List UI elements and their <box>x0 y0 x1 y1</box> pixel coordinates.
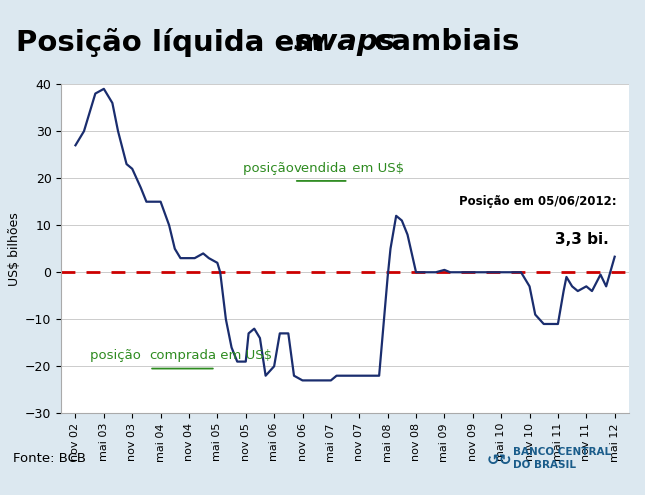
Text: em US$: em US$ <box>215 349 272 362</box>
Text: Fonte: BCB: Fonte: BCB <box>13 452 86 465</box>
Text: 3,3 bi.: 3,3 bi. <box>555 232 609 247</box>
Text: swaps: swaps <box>293 28 395 56</box>
Text: vendida: vendida <box>294 162 348 175</box>
Text: Posição em 05/06/2012:: Posição em 05/06/2012: <box>459 195 616 207</box>
Text: posição: posição <box>243 162 298 175</box>
Text: posição: posição <box>90 349 144 362</box>
Text: Posição líquida em: Posição líquida em <box>16 28 335 57</box>
Y-axis label: US$ bilhões: US$ bilhões <box>8 212 21 286</box>
Text: cambiais: cambiais <box>364 28 520 56</box>
Text: ↺↻: ↺↻ <box>487 453 513 468</box>
Text: BANCO CENTRAL
DO BRASIL: BANCO CENTRAL DO BRASIL <box>513 446 611 470</box>
Text: em US$: em US$ <box>348 162 404 175</box>
Text: comprada: comprada <box>149 349 216 362</box>
